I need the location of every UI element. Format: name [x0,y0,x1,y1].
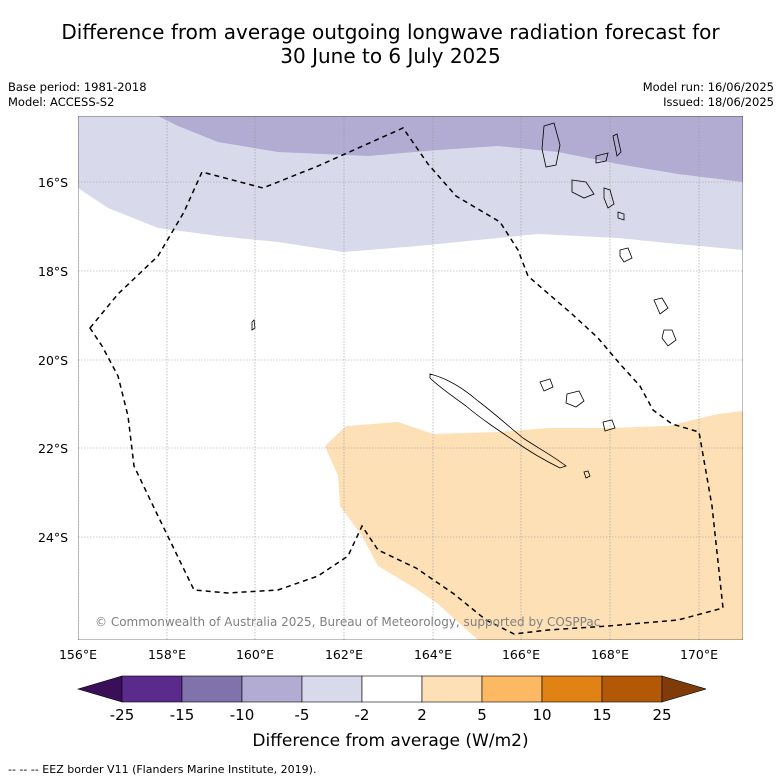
vanuatu-island-4 [571,179,595,199]
title-line-2: 30 June to 6 July 2025 [280,44,501,68]
colorbar-segment [481,675,543,703]
colorbar-tick: -15 [169,706,195,724]
colorbar-segment [361,675,423,703]
lat-tick-16s: 16°S [38,175,69,190]
lon-tick-158e: 158°E [147,647,186,662]
vanuatu-island-5 [603,187,615,209]
model-name: Model: ACCESS-S2 [8,95,115,109]
vanuatu-island-2 [595,152,609,164]
colorbar-tick: 2 [417,706,427,724]
colorbar-tick: -10 [229,706,255,724]
coastlines [251,122,677,479]
base-period: Base period: 1981-2018 [8,80,147,94]
lon-tick-166e: 166°E [501,647,540,662]
title-line-1: Difference from average outgoing longwav… [61,20,720,44]
lat-tick-24s: 24°S [38,530,69,545]
colorbar-tick: 5 [477,706,487,724]
colorbar-tick: -5 [294,706,310,724]
colorbar-segment [541,675,603,703]
loyalty-island-3 [602,419,616,432]
lon-tick-164e: 164°E [413,647,452,662]
lon-tick-170e: 170°E [679,647,718,662]
copyright-notice: © Commonwealth of Australia 2025, Bureau… [95,615,601,629]
meta-right: Model run: 16/06/2025 Issued: 18/06/2025 [643,80,774,110]
colorbar-tick: -2 [354,706,370,724]
island-east-2 [661,329,677,347]
issued-date: Issued: 18/06/2025 [663,95,774,109]
vanuatu-island-6 [617,211,625,221]
colorbar-tick: 25 [652,706,672,724]
lat-tick-18s: 18°S [38,264,69,279]
lat-tick-22s: 22°S [38,441,69,456]
new-caledonia-coast [429,373,567,469]
colorbar-extend-low [76,675,123,703]
colorbar-tick: -25 [109,706,135,724]
vanuatu-island-1 [541,122,561,168]
vanuatu-island-3 [612,133,622,157]
isle-of-pines [583,470,591,479]
anomaly-region-purple [158,116,743,182]
lon-tick-156e: 156°E [58,647,97,662]
vanuatu-island-7 [619,247,633,263]
colorbar-segment [181,675,243,703]
lat-tick-20s: 20°S [38,353,69,368]
model-run: Model run: 16/06/2025 [642,80,774,94]
colorbar-extend-high [661,675,706,703]
colorbar-segment [601,675,663,703]
colorbar-segment [421,675,483,703]
colorbar-segment [121,675,183,703]
island-west-1 [251,319,256,331]
eez-border [89,127,724,635]
eez-legend-note: -- -- -- EEZ border V11 (Flanders Marine… [8,763,317,776]
lon-tick-160e: 160°E [235,647,274,662]
loyalty-island-2 [565,390,585,408]
meta-left: Base period: 1981-2018 Model: ACCESS-S2 [8,80,147,110]
colorbar-tick: 15 [592,706,612,724]
colorbar-label: Difference from average (W/m2) [252,731,529,751]
island-east-1 [653,297,669,315]
colorbar-tick: 10 [532,706,552,724]
colorbar-segment [301,675,363,703]
lon-tick-162e: 162°E [324,647,363,662]
map-title: Difference from average outgoing longwav… [0,20,781,68]
gridlines [78,116,743,640]
anomaly-region-orange [325,411,743,640]
map-panel [78,116,743,640]
colorbar-segment [241,675,303,703]
loyalty-island-1 [539,378,554,392]
lon-tick-168e: 168°E [590,647,629,662]
colorbar [76,675,706,703]
